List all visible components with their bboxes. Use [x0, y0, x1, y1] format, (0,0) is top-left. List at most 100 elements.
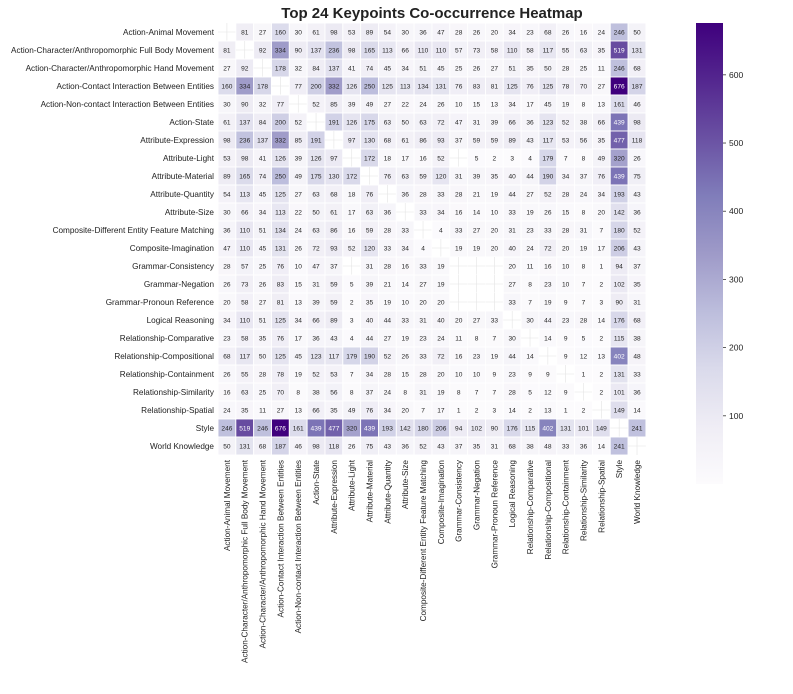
cell-value-label: 30 [402, 29, 410, 36]
cell-value-label: 3 [350, 317, 354, 324]
cell-value-label: 126 [346, 83, 357, 90]
cell-value-label: 14 [526, 353, 534, 360]
cell-value-label: 17 [402, 155, 410, 162]
cell-value-label: 519 [239, 425, 250, 432]
cell-value-label: 10 [455, 371, 463, 378]
cell-value-label: 84 [259, 119, 267, 126]
cell-value-label: 58 [241, 299, 249, 306]
cell-value-label: 61 [402, 137, 410, 144]
cell-value-label: 26 [223, 281, 231, 288]
y-tick-label: Action-Character/Anthropomorphic Hand Mo… [26, 64, 215, 73]
y-tick-label: Logical Reasoning [147, 316, 215, 325]
cell-value-label: 519 [614, 47, 625, 54]
cell-value-label: 27 [259, 299, 267, 306]
cell-value-label: 66 [312, 407, 320, 414]
cell-value-label: 94 [455, 425, 463, 432]
cell-value-label: 23 [544, 281, 552, 288]
cell-value-label: 16 [223, 389, 231, 396]
cell-value-label: 66 [509, 119, 517, 126]
y-tick-label: Action-Contact Interaction Between Entit… [57, 82, 214, 91]
cell-value-label: 61 [312, 29, 320, 36]
cell-value-label: 52 [312, 101, 320, 108]
cell-value-label: 28 [384, 263, 392, 270]
cell-value-label: 7 [582, 299, 586, 306]
cell-value-label: 23 [419, 335, 427, 342]
cell-value-label: 125 [507, 83, 518, 90]
cell-value-label: 90 [616, 299, 624, 306]
cell-value-label: 27 [277, 407, 285, 414]
cell-value-label: 7 [493, 335, 497, 342]
cell-value-label: 47 [437, 29, 445, 36]
cell-value-label: 36 [580, 443, 588, 450]
x-tick-label: Composite-Different Entity Feature Match… [419, 460, 428, 622]
cell-value-label: 250 [275, 173, 286, 180]
cell-value-label: 81 [491, 83, 499, 90]
cell-value-label: 4 [350, 335, 354, 342]
cell-value-label: 92 [259, 47, 267, 54]
cell-value-label: 34 [402, 245, 410, 252]
cell-value-label: 44 [509, 353, 517, 360]
y-tick-label: Relationship-Comparative [120, 334, 215, 343]
y-tick-label: Action-State [169, 118, 214, 127]
x-tick-label: Grammar-Negation [473, 460, 482, 531]
y-tick-label: Attribute-Light [163, 154, 215, 163]
cell-value-label: 49 [348, 407, 356, 414]
cell-value-label: 33 [491, 317, 499, 324]
cell-value-label: 1 [582, 371, 586, 378]
cell-value-label: 120 [435, 173, 446, 180]
cell-value-label: 44 [384, 317, 392, 324]
cell-value-label: 332 [275, 137, 286, 144]
cell-value-label: 15 [295, 281, 303, 288]
cell-value-label: 33 [633, 371, 641, 378]
cell-value-label: 5 [528, 389, 532, 396]
cell-value-label: 27 [259, 29, 267, 36]
cell-value-label: 15 [473, 101, 481, 108]
cell-value-label: 24 [295, 227, 303, 234]
cell-value-label: 178 [275, 65, 286, 72]
x-tick-label: Logical Reasoning [508, 460, 517, 528]
cell-value-label: 17 [598, 245, 606, 252]
cell-value-label: 52 [295, 119, 303, 126]
cell-value-label: 7 [421, 407, 425, 414]
colorbar-tick-label: 200 [729, 343, 743, 353]
cell-value-label: 30 [223, 101, 231, 108]
cell-value-label: 26 [348, 443, 356, 450]
cell-value-label: 22 [295, 209, 303, 216]
cell-value-label: 33 [509, 209, 517, 216]
cell-value-label: 7 [600, 227, 604, 234]
cell-value-label: 2 [493, 155, 497, 162]
cell-value-label: 76 [598, 173, 606, 180]
cell-value-label: 90 [241, 101, 249, 108]
cell-value-label: 26 [544, 209, 552, 216]
cell-value-label: 84 [312, 65, 320, 72]
cell-value-label: 66 [402, 47, 410, 54]
cell-value-label: 76 [384, 173, 392, 180]
cell-value-label: 27 [419, 281, 427, 288]
cell-value-label: 191 [311, 137, 322, 144]
cell-value-label: 110 [239, 317, 250, 324]
cell-value-label: 8 [296, 389, 300, 396]
y-tick-label: Grammar-Consistency [132, 262, 215, 271]
cell-value-label: 33 [562, 443, 570, 450]
cell-value-label: 53 [348, 29, 356, 36]
cell-value-label: 34 [295, 317, 303, 324]
cell-value-label: 34 [366, 371, 374, 378]
cell-value-label: 149 [596, 425, 607, 432]
cell-value-label: 20 [437, 299, 445, 306]
cell-value-label: 58 [241, 335, 249, 342]
cell-value-label: 28 [419, 191, 427, 198]
cell-value-label: 102 [471, 425, 482, 432]
cell-value-label: 5 [475, 155, 479, 162]
cell-value-label: 8 [403, 389, 407, 396]
cell-value-label: 68 [384, 137, 392, 144]
cell-value-label: 30 [295, 29, 303, 36]
cell-value-label: 187 [275, 443, 286, 450]
cell-value-label: 98 [330, 29, 338, 36]
cell-value-label: 61 [330, 209, 338, 216]
cell-value-label: 16 [455, 353, 463, 360]
cell-value-label: 9 [493, 371, 497, 378]
cell-value-label: 137 [239, 119, 250, 126]
cell-value-label: 8 [457, 389, 461, 396]
y-tick-label: Grammar-Negation [144, 280, 215, 289]
cell-value-label: 33 [509, 299, 517, 306]
